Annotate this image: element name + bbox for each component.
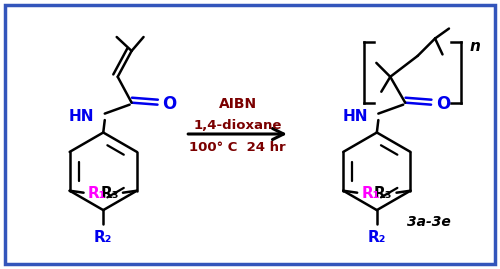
Text: R₁: R₁ xyxy=(88,186,106,201)
Text: n: n xyxy=(470,40,480,54)
Text: 3a-3e: 3a-3e xyxy=(407,215,451,229)
Text: R₂: R₂ xyxy=(94,230,112,245)
Text: R₂: R₂ xyxy=(368,230,386,245)
Text: R₃: R₃ xyxy=(100,186,119,201)
Text: HN: HN xyxy=(342,109,368,124)
Text: O: O xyxy=(162,95,176,113)
Text: HN: HN xyxy=(69,109,94,124)
FancyBboxPatch shape xyxy=(6,5,494,264)
Text: 100° C  24 hr: 100° C 24 hr xyxy=(190,141,286,154)
Text: AIBN: AIBN xyxy=(218,97,256,111)
Text: 1,4-dioxane: 1,4-dioxane xyxy=(194,119,282,132)
Text: R₃: R₃ xyxy=(374,186,392,201)
Text: O: O xyxy=(436,95,450,113)
Text: R₁: R₁ xyxy=(362,186,380,201)
